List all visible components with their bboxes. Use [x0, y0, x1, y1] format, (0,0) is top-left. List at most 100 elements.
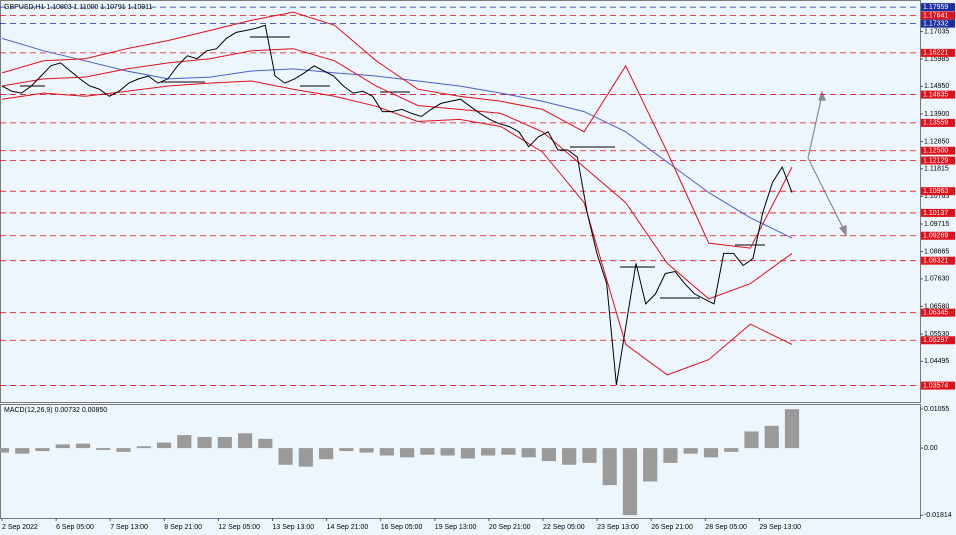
level-label: 1.08321	[923, 258, 948, 265]
y-tick-label: 1.12850	[924, 138, 949, 145]
macd-bar	[703, 448, 719, 458]
arrow-up	[807, 94, 823, 159]
x-tick-label: 22 Sep 05:00	[543, 524, 585, 531]
level-tag	[921, 118, 955, 127]
x-tick-label: 14 Sep 21:00	[327, 524, 369, 531]
macd-bar	[683, 448, 698, 454]
level-label: 1.06345	[923, 310, 948, 317]
x-tick-label: 8 Sep 21:00	[164, 524, 202, 531]
macd-bar	[501, 448, 516, 455]
arrow-head	[838, 225, 847, 237]
y-tick-label: 1.14950	[924, 83, 949, 90]
x-tick-label: 23 Sep 13:00	[597, 524, 639, 531]
y-tick-label: 1.07630	[924, 276, 949, 283]
x-tick-label: 26 Sep 21:00	[651, 524, 693, 531]
price-line	[1, 24, 793, 385]
level-tag	[921, 308, 955, 317]
macd-bar	[379, 448, 394, 456]
y-tick-label: -0.01814	[924, 512, 952, 519]
level-tag	[921, 48, 955, 57]
y-tick-label: 1.13900	[924, 111, 949, 118]
macd-bar	[15, 448, 30, 454]
level-label: 1.10963	[923, 188, 948, 195]
level-label: 1.12500	[923, 148, 948, 155]
macd-bar	[156, 442, 172, 449]
level-tag	[921, 90, 955, 99]
macd-bar	[744, 431, 759, 449]
macd-bar	[784, 409, 800, 449]
level-tag	[921, 19, 955, 28]
y-tick-label: 1.09715	[924, 221, 949, 228]
macd-bar	[541, 448, 557, 462]
level-tag	[921, 187, 955, 196]
macd-bar	[663, 448, 678, 463]
x-tick-label: 19 Sep 13:00	[435, 524, 477, 531]
macd-bar	[420, 448, 435, 455]
y-tick-label: 1.05530	[924, 331, 949, 338]
analysis-arrows	[807, 90, 847, 237]
macd-bar	[339, 448, 354, 452]
y-tick-label: 1.11815	[924, 166, 949, 173]
level-label: 1.12129	[923, 157, 948, 164]
macd-bar	[237, 433, 253, 449]
macd-bar	[643, 448, 658, 482]
level-label: 1.14635	[923, 91, 948, 98]
level-tag	[921, 231, 955, 240]
x-tick-label: 16 Sep 05:00	[381, 524, 423, 531]
x-tick-label: 29 Sep 13:00	[759, 524, 801, 531]
level-label: 1.17959	[923, 4, 948, 11]
macd-bar	[481, 448, 496, 456]
x-tick-label: 20 Sep 21:00	[489, 524, 531, 531]
y-tick-label: 1.08665	[924, 248, 949, 255]
level-tag	[921, 256, 955, 265]
level-label: 1.17641	[923, 12, 948, 19]
macd-bar	[562, 448, 577, 465]
y-tick-label: 1.10765	[924, 193, 949, 200]
macd-bar	[0, 448, 10, 453]
price-title: GBPUSD,H1 1.10803 1.11000 1.10791 1.1091…	[4, 4, 153, 11]
x-tick-label: 28 Sep 05:00	[705, 524, 747, 531]
macd-bar	[460, 448, 475, 459]
level-tag	[921, 3, 955, 12]
level-tag	[921, 381, 955, 390]
level-label: 1.17332	[923, 20, 948, 27]
macd-bar	[724, 448, 739, 452]
level-label: 1.13559	[923, 120, 948, 127]
macd-bar	[96, 448, 111, 450]
macd-bar	[359, 448, 374, 453]
indicator-line	[1, 48, 793, 300]
macd-bar	[622, 448, 638, 516]
macd-bar	[35, 448, 50, 452]
level-tag	[921, 156, 955, 165]
macd-bar	[764, 425, 779, 449]
x-tick-label: 7 Sep 13:00	[110, 524, 148, 531]
y-tick-label: 1.17035	[924, 28, 949, 35]
y-tick-label: 0.00	[924, 445, 938, 452]
x-tick-label: 12 Sep 05:00	[218, 524, 260, 531]
indicator-line	[1, 37, 793, 239]
level-tag	[921, 208, 955, 217]
macd-bar	[298, 448, 313, 467]
macd-bar	[319, 448, 334, 460]
macd-bar	[582, 448, 597, 463]
macd-bar	[75, 443, 91, 449]
x-tick-label: 2 Sep 2022	[2, 524, 38, 531]
macd-bar	[440, 448, 455, 456]
price-frame	[0, 0, 921, 403]
indicator-line	[1, 80, 793, 376]
y-tick-label: 1.15985	[924, 56, 949, 63]
macd-bar	[55, 444, 70, 449]
macd-bar	[258, 438, 273, 449]
macd-bar	[278, 448, 293, 465]
macd-bar	[177, 435, 192, 449]
macd-bar	[400, 448, 415, 458]
x-tick-label: 6 Sep 05:00	[56, 524, 94, 531]
macd-bar	[116, 448, 131, 452]
level-label: 1.05297	[923, 337, 948, 344]
macd-title: MACD(12,26,9) 0.00732 0.00850	[4, 407, 107, 414]
macd-bar	[217, 436, 232, 449]
arrow-down	[807, 157, 846, 233]
x-tick-label: 13 Sep 13:00	[273, 524, 315, 531]
